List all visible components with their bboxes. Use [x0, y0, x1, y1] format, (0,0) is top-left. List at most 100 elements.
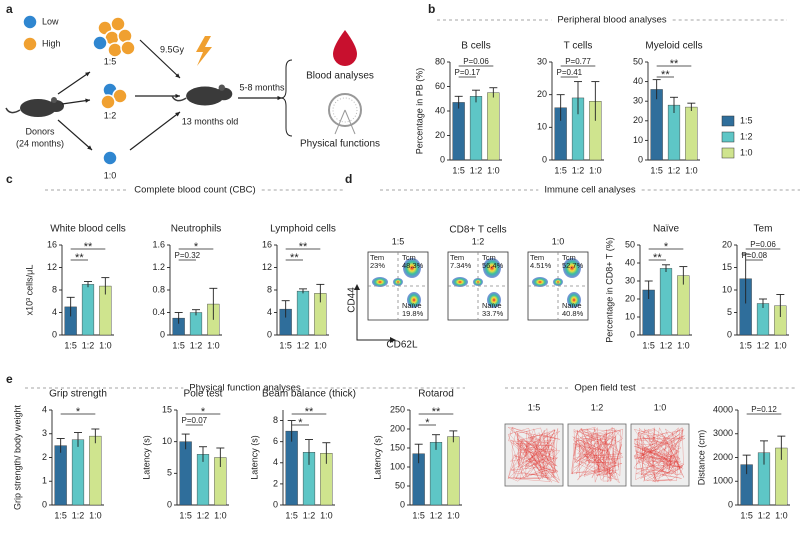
y-tick-label: 0: [400, 499, 405, 509]
donor-cell: [120, 40, 136, 56]
legend-swatch: [721, 115, 735, 127]
legend-swatch: [721, 147, 735, 159]
arrow: [139, 39, 181, 79]
brace: [280, 59, 293, 137]
y-tick-label: 4: [267, 307, 272, 317]
quadrant-value: 33.7%: [482, 309, 504, 318]
x-tick-label: 1:2: [758, 510, 771, 520]
x-tick-label: 1:5: [172, 340, 185, 350]
significance-label: *: [194, 241, 199, 253]
density-blob: [563, 258, 581, 278]
y-tick-label: 4: [273, 457, 278, 467]
density-blob: [403, 258, 421, 278]
donor-cell: [92, 35, 108, 51]
x-tick-label: 1:0: [320, 510, 333, 520]
y-tick-label: 10: [537, 122, 547, 132]
bar: [452, 102, 465, 161]
bar: [650, 89, 663, 161]
y-axis-label: Percentage in CD8+ T (%): [604, 237, 614, 342]
quadrant-label: Tcm: [482, 253, 496, 262]
lightning: [196, 36, 212, 66]
y-tick-label: 20: [722, 239, 732, 249]
y-tick-label: 60: [435, 81, 445, 91]
y-tick-label: 4: [42, 404, 47, 414]
y-tick-label: 2: [42, 452, 47, 462]
flow-title: CD8+ T cells: [449, 225, 506, 236]
significance-label: *: [201, 406, 206, 418]
y-tick-label: 8: [273, 415, 278, 425]
y-axis-label: Latency (s): [141, 435, 151, 480]
y-tick-label: 30: [625, 275, 635, 285]
panel-letter: b: [428, 2, 435, 16]
legend-swatch: [721, 131, 735, 143]
outcome-label: Blood analyses: [306, 71, 374, 82]
significance-label: P=0.77: [565, 57, 591, 66]
y-tick-label: 50: [395, 480, 405, 490]
bar: [196, 454, 210, 506]
y-tick-label: 0.4: [152, 307, 165, 317]
quadrant-value: 52.7%: [562, 261, 584, 270]
y-tick-label: 10: [633, 135, 643, 145]
mouse: [171, 95, 187, 102]
x-tick-label: 1:0: [447, 510, 460, 520]
legend-label: 1:0: [740, 147, 753, 157]
chart-title: Neutrophils: [171, 224, 222, 235]
y-tick-label: 0: [160, 329, 165, 339]
arrow-head: [175, 112, 180, 117]
significance-label: **: [653, 252, 662, 264]
y-tick-label: 8: [52, 284, 57, 294]
quadrant-value: 4.51%: [530, 261, 552, 270]
wheel: [328, 93, 362, 127]
y-tick-label: 30: [633, 96, 643, 106]
y-tick-label: 0.8: [152, 284, 165, 294]
y-tick-label: 20: [633, 115, 643, 125]
wheel: [332, 97, 358, 123]
bar: [285, 430, 298, 506]
chart-title: Grip strength: [49, 389, 107, 400]
y-axis-label: Percentage in PB (%): [414, 68, 424, 155]
bar: [429, 442, 443, 506]
x-tick-label: 1:5: [412, 510, 425, 520]
section-header: Complete blood count (CBC): [134, 185, 255, 196]
wheel-stand: [334, 109, 346, 135]
significance-label: P=0.06: [750, 240, 776, 249]
legend-label: 1:5: [740, 115, 753, 125]
arrow: [57, 119, 93, 151]
bar: [179, 441, 192, 506]
x-tick-label: 1:0: [487, 165, 500, 175]
x-tick-label: 1:0: [677, 340, 690, 350]
x-tick-label: 1:0: [99, 340, 112, 350]
significance-label: **: [290, 252, 299, 264]
significance-label: *: [298, 417, 303, 429]
flow-axis-label: CD62L: [386, 340, 418, 351]
panel-letter: a: [6, 2, 13, 16]
ratio-label: 1:5: [104, 56, 117, 66]
quadrant-label: Tem: [370, 253, 384, 262]
quadrant-value: 19.8%: [402, 309, 424, 318]
x-tick-label: 1:5: [554, 165, 567, 175]
y-tick-label: 10: [722, 284, 732, 294]
significance-label: **: [661, 69, 670, 81]
bar: [469, 96, 483, 161]
chart-title: B cells: [461, 41, 490, 52]
open-field-label: 1:5: [528, 402, 541, 412]
y-tick-label: 40: [625, 257, 635, 267]
x-tick-label: 1:5: [650, 165, 663, 175]
mouse: [48, 100, 64, 112]
x-tick-label: 1:2: [757, 340, 770, 350]
significance-label: **: [299, 241, 308, 253]
x-tick-label: 1:0: [214, 510, 227, 520]
bar: [81, 284, 95, 336]
bar: [487, 92, 500, 161]
y-tick-label: 0: [638, 154, 643, 164]
y-tick-label: 4000: [713, 404, 733, 414]
quadrant-value: 48.3%: [402, 261, 424, 270]
y-tick-label: 16: [262, 239, 272, 249]
x-tick-label: 1:2: [572, 165, 585, 175]
y-tick-label: 15: [722, 262, 732, 272]
mouse: [5, 107, 21, 114]
chart-title: Beam balance (thick): [262, 389, 356, 400]
y-tick-label: 5: [167, 468, 172, 478]
x-tick-label: 1:0: [774, 340, 787, 350]
